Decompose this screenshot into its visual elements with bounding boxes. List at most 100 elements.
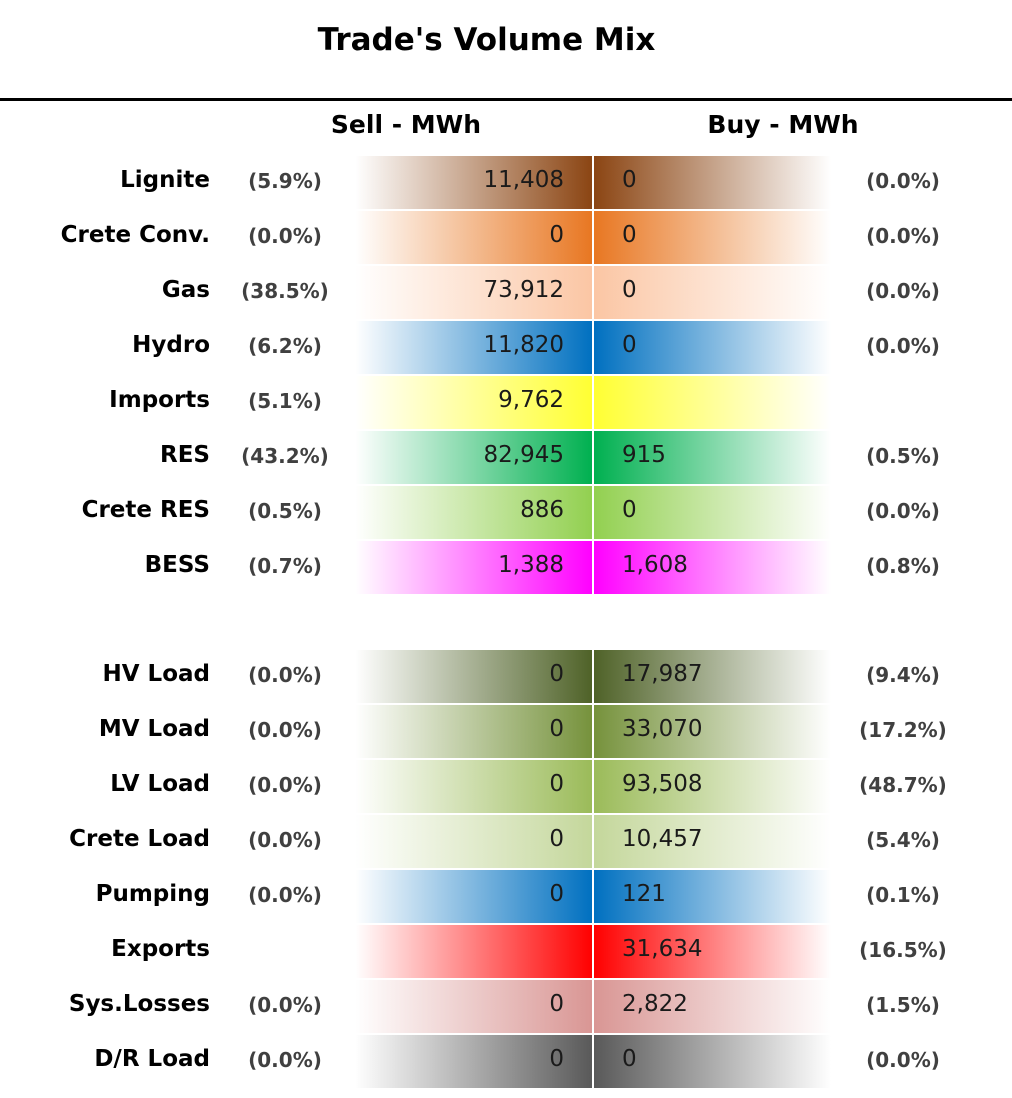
buy-value: 17,987 (622, 661, 703, 687)
sell-value: 0 (549, 716, 564, 742)
sell-cell (355, 815, 592, 868)
buy-cell (594, 211, 831, 264)
buy-value: 0 (622, 167, 637, 193)
sell-cell (355, 1035, 592, 1088)
buy-share: (0.0%) (866, 169, 940, 193)
buy-cell (594, 870, 831, 923)
sell-value: 886 (520, 497, 564, 523)
sell-cell (355, 925, 592, 978)
buy-cell (594, 486, 831, 539)
sell-value: 0 (549, 991, 564, 1017)
buy-cell (594, 980, 831, 1033)
row-label: Pumping (95, 881, 210, 907)
sell-value: 0 (549, 881, 564, 907)
buy-value: 10,457 (622, 826, 703, 852)
buy-cell (594, 650, 831, 703)
divider (0, 98, 1012, 101)
buy-share: (0.0%) (866, 279, 940, 303)
sell-cell (355, 650, 592, 703)
buy-share: (0.0%) (866, 334, 940, 358)
buy-value: 0 (622, 497, 637, 523)
row-label: Crete Load (69, 826, 210, 852)
buy-value: 31,634 (622, 936, 703, 962)
sell-value: 0 (549, 1046, 564, 1072)
sell-share: (0.0%) (248, 224, 322, 248)
buy-cell (594, 431, 831, 484)
sell-header: Sell - MWh (330, 110, 482, 139)
sell-value: 0 (549, 771, 564, 797)
sell-share: (38.5%) (241, 279, 329, 303)
buy-share: (0.0%) (866, 224, 940, 248)
sell-value: 0 (549, 661, 564, 687)
row-label: Exports (111, 936, 210, 962)
sell-cell (355, 376, 592, 429)
row-label: D/R Load (94, 1046, 210, 1072)
sell-value: 1,388 (498, 552, 564, 578)
buy-cell (594, 1035, 831, 1088)
buy-value: 1,608 (622, 552, 688, 578)
sell-cell (355, 541, 592, 594)
sell-share: (0.0%) (248, 993, 322, 1017)
sell-cell (355, 431, 592, 484)
sell-value: 11,820 (483, 332, 564, 358)
row-label: Imports (109, 387, 210, 413)
row-label: Gas (161, 277, 210, 303)
buy-share: (0.5%) (866, 444, 940, 468)
sell-share: (0.5%) (248, 499, 322, 523)
buy-share: (1.5%) (866, 993, 940, 1017)
buy-cell (594, 266, 831, 319)
buy-cell (594, 760, 831, 813)
row-label: MV Load (98, 716, 210, 742)
buy-share: (17.2%) (859, 718, 947, 742)
row-label: Crete Conv. (60, 222, 210, 248)
buy-share: (0.0%) (866, 1048, 940, 1072)
buy-share: (0.8%) (866, 554, 940, 578)
row-label: Crete RES (81, 497, 210, 523)
sell-share: (0.0%) (248, 718, 322, 742)
buy-cell (594, 156, 831, 209)
sell-value: 0 (549, 826, 564, 852)
buy-value: 0 (622, 1046, 637, 1072)
row-label: HV Load (102, 661, 211, 687)
buy-value: 93,508 (622, 771, 703, 797)
buy-cell (594, 705, 831, 758)
buy-share: (0.0%) (866, 499, 940, 523)
title: Trade's Volume Mix (317, 22, 656, 58)
buy-share: (9.4%) (866, 663, 940, 687)
sell-cell (355, 486, 592, 539)
sell-value: 73,912 (483, 277, 564, 303)
buy-value: 33,070 (622, 716, 703, 742)
sell-value: 9,762 (498, 387, 564, 413)
sell-share: (0.0%) (248, 883, 322, 907)
buy-value: 0 (622, 277, 637, 303)
sell-share: (0.0%) (248, 773, 322, 797)
buy-value: 0 (622, 332, 637, 358)
buy-share: (5.4%) (866, 828, 940, 852)
sell-cell (355, 980, 592, 1033)
sell-share: (43.2%) (241, 444, 329, 468)
buy-value: 915 (622, 442, 666, 468)
row-label: LV Load (110, 771, 210, 797)
sell-share: (5.1%) (248, 389, 322, 413)
buy-header: Buy - MWh (707, 110, 859, 139)
row-label: RES (160, 442, 210, 468)
sell-cell (355, 266, 592, 319)
sell-cell (355, 760, 592, 813)
row-label: Lignite (120, 167, 210, 193)
sell-cell (355, 156, 592, 209)
buy-value: 0 (622, 222, 637, 248)
sell-share: (0.0%) (248, 828, 322, 852)
sell-share: (0.7%) (248, 554, 322, 578)
buy-cell (594, 815, 831, 868)
buy-cell (594, 321, 831, 374)
buy-cell (594, 541, 831, 594)
sell-value: 0 (549, 222, 564, 248)
sell-cell (355, 705, 592, 758)
buy-value: 121 (622, 881, 666, 907)
buy-cell (594, 925, 831, 978)
buy-share: (48.7%) (859, 773, 947, 797)
row-label: Sys.Losses (68, 991, 210, 1017)
row-label: BESS (144, 552, 210, 578)
buy-share: (16.5%) (859, 938, 947, 962)
